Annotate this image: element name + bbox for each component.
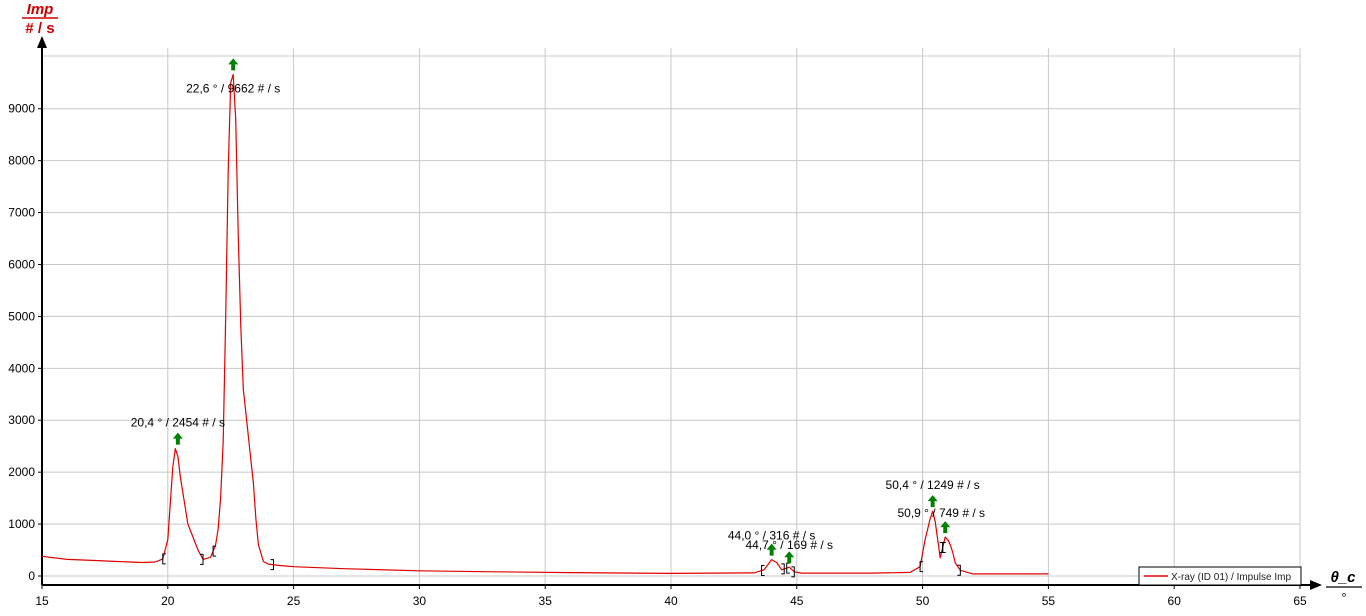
peak-arrow-icon [766, 543, 777, 556]
grid [42, 48, 1301, 585]
y-tick-label: 9000 [8, 102, 35, 116]
x-tick-label: 20 [161, 594, 175, 608]
y-tick-label: 3000 [8, 413, 35, 427]
x-tick-label: 25 [287, 594, 301, 608]
bracket-left [761, 565, 765, 577]
bracket-left [212, 545, 217, 557]
x-tick-label: 55 [1042, 594, 1056, 608]
y-tick-label: 5000 [8, 309, 35, 323]
x-axis-label-bottom: ° [1341, 590, 1346, 605]
peak-annotation-label: 44,0 ° / 316 # / s [728, 529, 816, 543]
integration-brackets [162, 541, 961, 578]
y-tick-label: 4000 [8, 361, 35, 375]
y-tick-label: 0 [28, 569, 35, 583]
tick-labels: 15 20 25 30 35 40 45 50 55 60 65 0 1000 2000 3000 4000 5… [8, 102, 1307, 608]
x-tick-label: 40 [664, 594, 678, 608]
bracket-left [919, 561, 924, 573]
x-tick-label: 50 [916, 594, 930, 608]
bracket-right [957, 564, 961, 576]
series-group [41, 73, 1049, 575]
peak-annotation-label: 44,7 ° / 169 # / s [745, 538, 833, 552]
peak-annotation-label: 50,9 ° / 749 # / s [897, 506, 985, 520]
bracket-right [781, 563, 785, 575]
axes [37, 36, 1322, 590]
x-tick-label: 60 [1168, 594, 1182, 608]
bracket-left [162, 553, 166, 565]
y-tick-label: 6000 [8, 257, 35, 271]
y-tick-label: 8000 [8, 154, 35, 168]
series-line [41, 73, 1049, 575]
y-axis-arrow [37, 36, 47, 48]
y-tick-label: 1000 [8, 517, 35, 531]
x-tick-label: 65 [1293, 594, 1307, 608]
bracket-left [942, 541, 946, 553]
peak-arrow-icon [927, 495, 938, 508]
legend-box [1138, 566, 1302, 586]
peak-annotation-label: 20,4 ° / 2454 # / s [131, 416, 225, 430]
legend: X-ray (ID 01) / Impulse Imp [1138, 566, 1302, 586]
peak-annotation-label: 22,6 ° / 9662 # / s [186, 81, 280, 95]
y-axis-label-top: Imp [27, 1, 54, 18]
peak-annotation-label: 50,4 ° / 1249 # / s [886, 478, 980, 492]
x-axis-arrow [1310, 580, 1322, 590]
x-tick-label: 15 [35, 594, 49, 608]
y-tick-label: 2000 [8, 465, 35, 479]
x-axis-label-top: θ_c [1330, 569, 1356, 586]
peak-arrow-icon [228, 58, 239, 71]
bracket-right [200, 553, 204, 565]
legend-entry: X-ray (ID 01) / Impulse Imp [1171, 572, 1291, 583]
y-tick-label: 7000 [8, 206, 35, 220]
peak-arrow-icon [784, 551, 795, 564]
peak-arrow-icon [172, 432, 183, 445]
x-tick-label: 45 [790, 594, 804, 608]
bracket-right [791, 566, 795, 578]
peak-arrow-icon [940, 521, 951, 534]
x-tick-label: 35 [539, 594, 553, 608]
x-tick-label: 30 [413, 594, 427, 608]
y-axis-label-bottom: # / s [25, 20, 54, 37]
bracket-right [270, 559, 274, 571]
peak-markers: 20,4 ° / 2454 # / s 22,6 ° / 9662 # / s 44… [131, 58, 985, 564]
